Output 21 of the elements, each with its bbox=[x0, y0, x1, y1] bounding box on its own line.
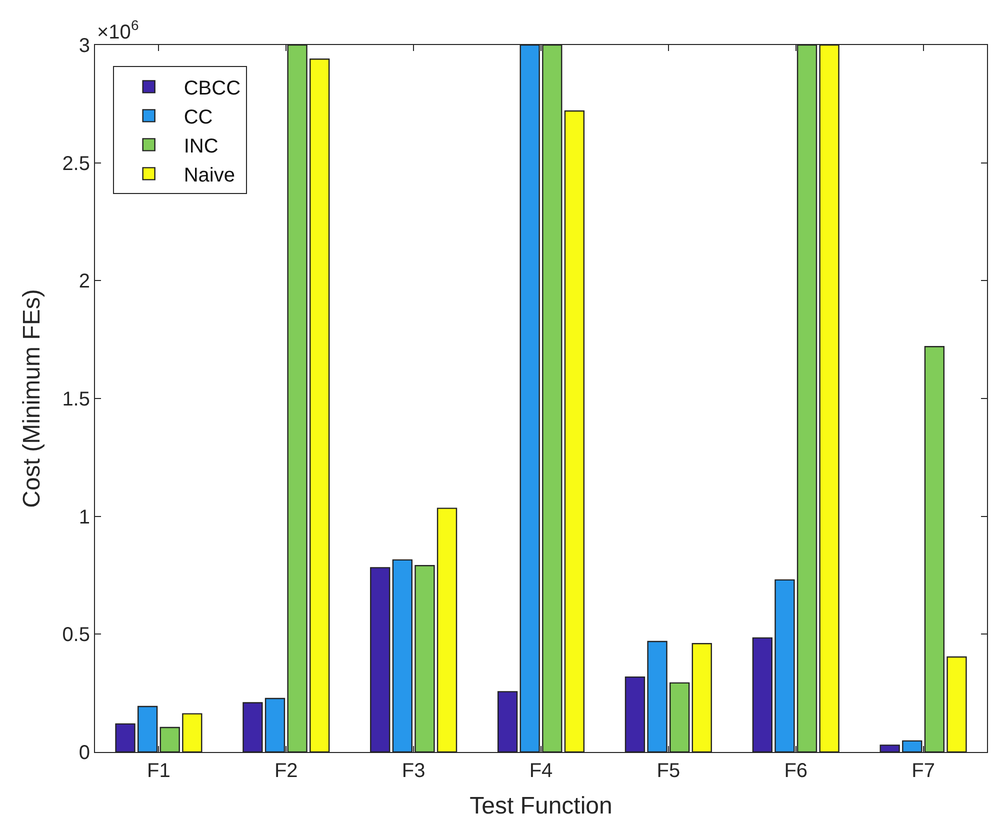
x-tick-label: F5 bbox=[656, 760, 680, 782]
y-tick-label: 1.5 bbox=[62, 388, 90, 410]
x-tick-label: F6 bbox=[784, 760, 808, 782]
y-tick-label: 2.5 bbox=[62, 152, 90, 175]
y-tick-label: 3 bbox=[78, 35, 90, 57]
y-tick-label: 2 bbox=[78, 270, 90, 293]
legend-label: INC bbox=[184, 136, 218, 158]
text: ×10$^{6}$ bbox=[97, 17, 139, 44]
x-tick-label: F1 bbox=[147, 760, 170, 782]
x-tick-label: F7 bbox=[912, 760, 935, 782]
x-tick-label: F3 bbox=[402, 760, 426, 782]
legend-label: Naive bbox=[184, 164, 235, 187]
x-axis-title: Test Function bbox=[470, 792, 612, 820]
x-tick-label: F2 bbox=[274, 760, 298, 782]
legend-label: CBCC bbox=[184, 78, 241, 100]
legend-label: CC bbox=[184, 106, 213, 129]
y-tick-label: 0.5 bbox=[62, 624, 90, 646]
y-tick-label: 0 bbox=[78, 742, 90, 764]
x-tick-label: F4 bbox=[529, 760, 553, 782]
y-tick-label: 1 bbox=[78, 506, 90, 528]
y-axis-title: Cost (Minimum FEs) bbox=[18, 289, 46, 508]
